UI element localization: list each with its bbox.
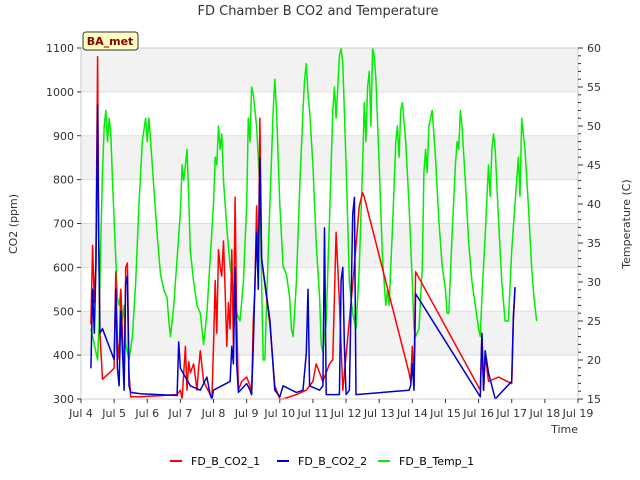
x-tick-label: Jul 15 — [429, 407, 461, 420]
y-axis-right: 15 20 25 30 35 40 45 50 55 60 — [578, 42, 601, 406]
y-tick-label: 500 — [53, 305, 74, 318]
y-tick-label: 1000 — [46, 86, 74, 99]
x-tick-label: Jul 11 — [297, 407, 329, 420]
x-tick-label: Jul 17 — [495, 407, 527, 420]
x-tick-label: Jul 10 — [263, 407, 295, 420]
x-tick-label: Jul 18 — [528, 407, 560, 420]
y2-tick-label: 15 — [587, 393, 601, 406]
x-tick-label: Jul 8 — [201, 407, 226, 420]
x-tick-label: Jul 16 — [462, 407, 494, 420]
x-axis: Jul 4 Jul 5 Jul 6 Jul 7 Jul 8 Jul 9 Jul 10 Jul … — [68, 399, 593, 420]
x-tick-label: Jul 12 — [330, 407, 362, 420]
x-tick-label: Jul 6 — [134, 407, 159, 420]
series-fd-b-co2-2-line — [90, 104, 516, 400]
y2-tick-label: 35 — [587, 237, 601, 250]
y-tick-label: 1100 — [46, 42, 74, 55]
y-tick-label: 400 — [53, 349, 74, 362]
x-tick-label: Jul 9 — [234, 407, 259, 420]
y2-tick-label: 45 — [587, 159, 601, 172]
series-fd-b-temp-1-line — [90, 47, 538, 361]
legend-label: FD_B_CO2_1 — [191, 455, 260, 468]
y-tick-label: 700 — [53, 218, 74, 231]
y2-tick-label: 25 — [587, 315, 601, 328]
y2-tick-label: 55 — [587, 81, 601, 94]
plot-band — [81, 48, 578, 92]
site-badge-label: BA_met — [87, 35, 134, 48]
x-tick-label: Jul 14 — [396, 407, 428, 420]
y2-tick-label: 30 — [587, 276, 601, 289]
legend: FD_B_CO2_1 FD_B_CO2_2 FD_B_Temp_1 — [170, 455, 474, 468]
x-tick-label: Jul 19 — [562, 407, 594, 420]
y2-tick-label: 40 — [587, 198, 601, 211]
x-tick-label: Jul 13 — [363, 407, 395, 420]
series-lines — [90, 47, 538, 400]
y2-tick-label: 50 — [587, 120, 601, 133]
y-tick-label: 900 — [53, 130, 74, 143]
y-axis-title: CO2 (ppm) — [7, 194, 20, 254]
y-axis-left: 300 400 500 600 700 800 900 1000 1100 — [46, 42, 81, 406]
y2-axis-title: Temperature (C) — [620, 179, 633, 269]
x-tick-label: Jul 7 — [168, 407, 193, 420]
plot-band — [81, 135, 578, 180]
chart-title: FD Chamber B CO2 and Temperature — [198, 4, 439, 19]
y-tick-label: 300 — [53, 393, 74, 406]
x-axis-title: Time — [550, 423, 578, 436]
legend-label: FD_B_Temp_1 — [399, 455, 474, 468]
x-tick-label: Jul 5 — [101, 407, 126, 420]
y2-tick-label: 60 — [587, 42, 601, 55]
y-tick-label: 600 — [53, 261, 74, 274]
y2-tick-label: 20 — [587, 354, 601, 367]
y-tick-label: 800 — [53, 174, 74, 187]
plot-band — [81, 311, 578, 356]
legend-label: FD_B_CO2_2 — [298, 455, 367, 468]
x-tick-label: Jul 4 — [68, 407, 93, 420]
site-badge: BA_met — [82, 31, 139, 51]
